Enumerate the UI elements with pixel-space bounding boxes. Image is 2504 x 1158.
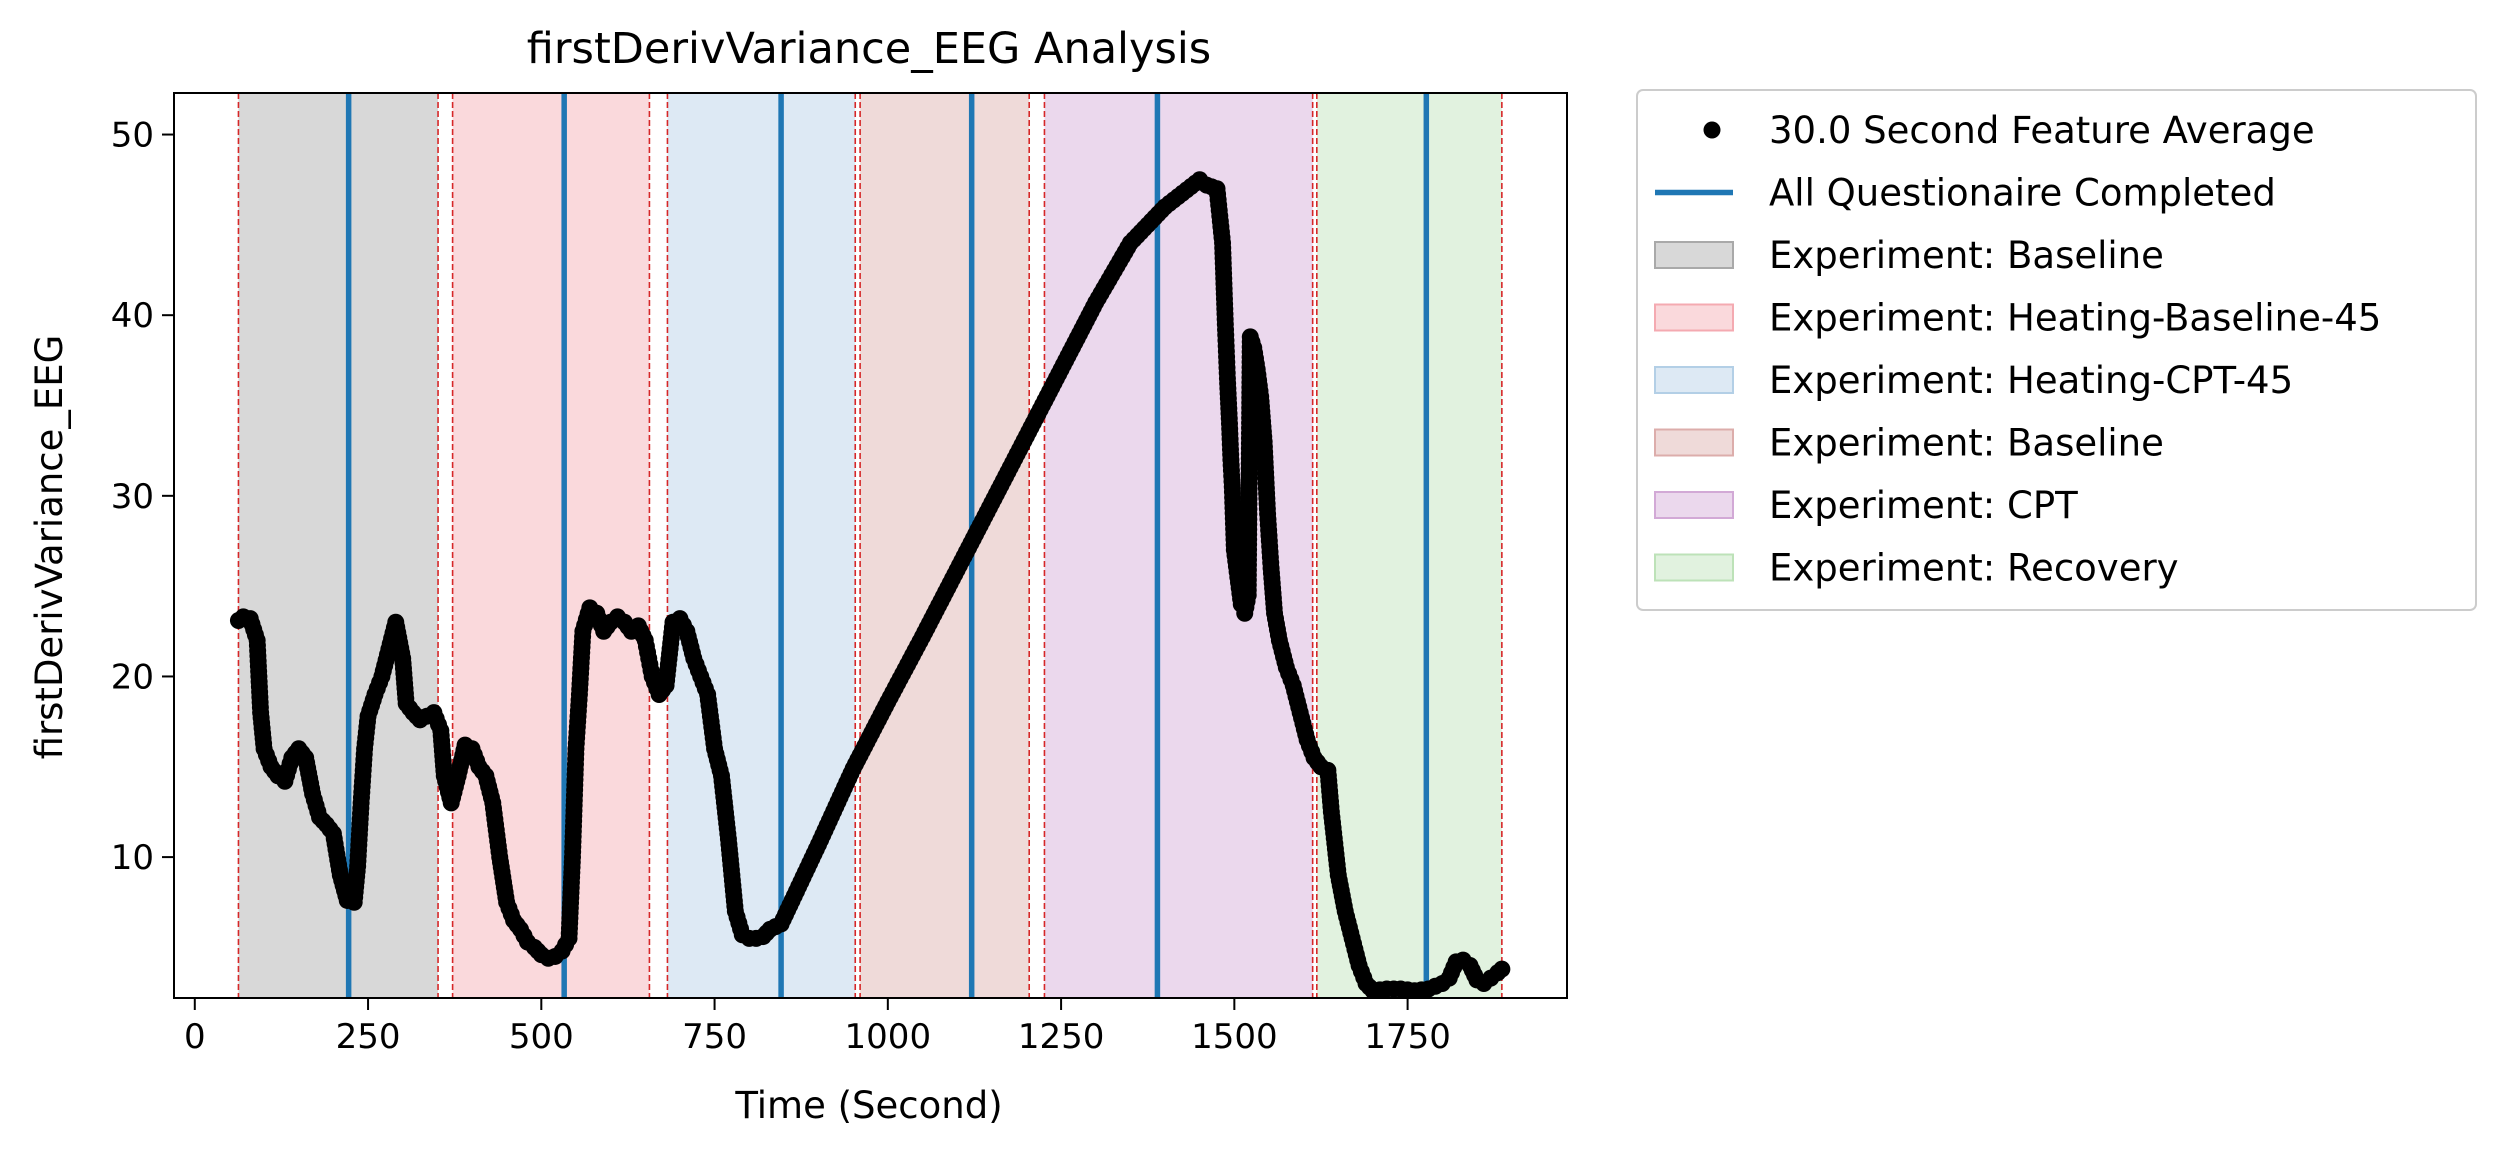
legend-label-3: Experiment: Heating-Baseline-45 <box>1769 297 2381 340</box>
x-tick-label-5: 1250 <box>1018 1017 1105 1057</box>
region-3 <box>860 93 1030 998</box>
x-tick-label-3: 750 <box>682 1017 747 1057</box>
legend-patch-4 <box>1654 366 1734 394</box>
legend-patch-3 <box>1654 303 1734 332</box>
legend-patch-5 <box>1654 428 1734 457</box>
legend-patch-7 <box>1654 553 1734 582</box>
region-5 <box>1316 93 1502 998</box>
data-point-835 <box>1493 960 1511 978</box>
y-tick-label-1: 20 <box>111 657 154 697</box>
legend-label-1: All Questionaire Completed <box>1769 172 2276 215</box>
y-tick-label-3: 40 <box>111 296 154 336</box>
y-axis-label: firstDerivVariance_EEG <box>28 335 71 760</box>
legend-label-0: 30.0 Second Feature Average <box>1769 109 2315 152</box>
x-tick-label-7: 1750 <box>1364 1017 1451 1057</box>
x-tick-label-2: 500 <box>509 1017 574 1057</box>
legend: 30.0 Second Feature Average All Questiona… <box>1636 89 2477 611</box>
plot-content <box>229 93 1511 998</box>
legend-marker-0 <box>1703 121 1721 139</box>
region-1 <box>452 93 650 998</box>
x-tick-label-4: 1000 <box>845 1017 932 1057</box>
legend-label-5: Experiment: Baseline <box>1769 422 2164 465</box>
region-2 <box>667 93 856 998</box>
x-axis-label: Time (Second) <box>734 1084 1002 1127</box>
y-tick-label-2: 30 <box>111 477 154 517</box>
legend-patch-2 <box>1654 241 1734 269</box>
legend-label-6: Experiment: CPT <box>1769 484 2078 527</box>
legend-label-4: Experiment: Heating-CPT-45 <box>1769 359 2293 402</box>
legend-label-7: Experiment: Recovery <box>1769 547 2179 590</box>
chart-title: firstDerivVariance_EEG Analysis <box>527 24 1211 74</box>
legend-patch-6 <box>1654 491 1734 519</box>
x-tick-label-0: 0 <box>184 1017 206 1057</box>
y-tick-label-4: 50 <box>111 116 154 156</box>
legend-frame <box>1636 89 2477 611</box>
legend-label-2: Experiment: Baseline <box>1769 234 2164 277</box>
plot-frame <box>173 92 1568 999</box>
y-tick-label-0: 10 <box>111 838 154 878</box>
x-tick-label-6: 1500 <box>1191 1017 1278 1057</box>
x-tick-label-1: 250 <box>336 1017 401 1057</box>
plot-area: 0 250 500 750 1000 1250 1500 1750 10 20 30 40 50 <box>111 92 1568 1057</box>
